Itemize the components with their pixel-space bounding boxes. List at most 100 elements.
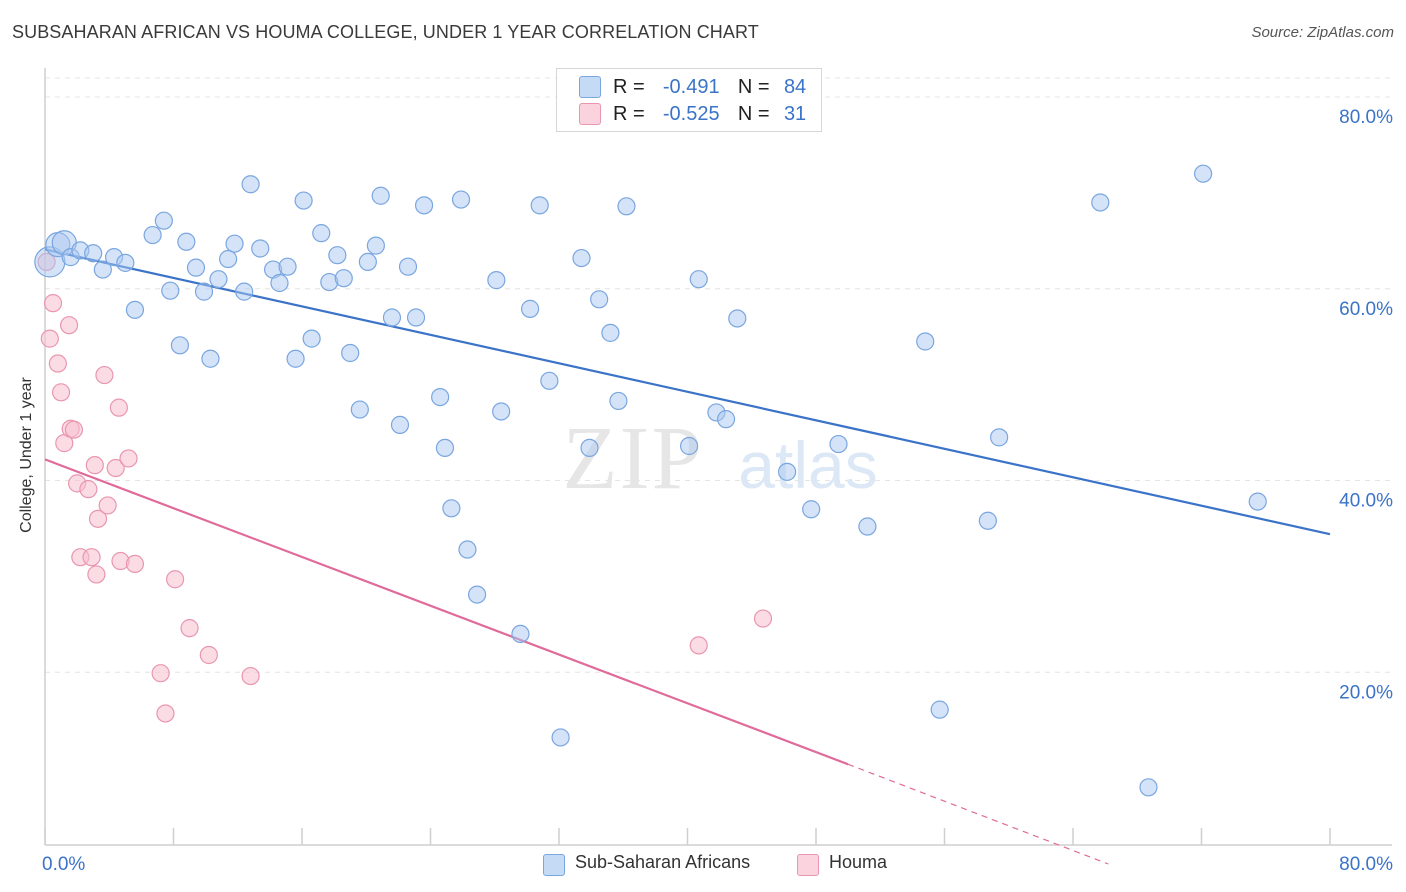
houma-point xyxy=(180,619,199,638)
subsaharan-point xyxy=(458,540,477,559)
subsaharan-point xyxy=(341,343,360,363)
houma-point xyxy=(87,565,106,584)
subsaharan-point xyxy=(829,434,848,454)
subsaharan-point xyxy=(487,271,506,290)
subsaharan-point xyxy=(617,197,636,216)
subsaharan-point xyxy=(294,191,313,210)
legend-r-value-pink: -0.525 xyxy=(662,102,720,125)
houma-point xyxy=(59,316,79,335)
subsaharan-point xyxy=(286,349,305,368)
subsaharan-point xyxy=(371,186,390,205)
subsaharan-point xyxy=(728,309,747,328)
subsaharan-point xyxy=(366,236,385,255)
legend-n-value-blue: 84 xyxy=(783,75,807,98)
subsaharan-point xyxy=(916,332,935,351)
houma-point xyxy=(119,449,138,468)
subsaharan-point xyxy=(241,175,260,194)
houma-point xyxy=(48,354,67,373)
subsaharan-point xyxy=(328,246,347,265)
houma-point xyxy=(753,609,773,628)
subsaharan-point xyxy=(467,585,487,604)
subsaharan-point xyxy=(680,436,699,456)
houma-point xyxy=(125,554,145,574)
houma-point xyxy=(106,458,125,478)
tick-labels: 20.0% 40.0% 60.0% 80.0% 0.0% 80.0% xyxy=(42,107,1393,875)
watermark: ZIP atlas xyxy=(563,409,878,508)
subsaharan-point xyxy=(116,253,135,272)
trend-line-subsaharan xyxy=(44,248,1331,536)
subsaharan-point xyxy=(186,258,206,277)
houma-point xyxy=(109,398,128,417)
subsaharan-point xyxy=(209,270,228,289)
subsaharan-point xyxy=(270,273,289,293)
subsaharan-point xyxy=(530,196,549,215)
subsaharan-point xyxy=(125,300,145,319)
subsaharan-point xyxy=(334,269,353,288)
subsaharan-point xyxy=(161,281,180,300)
legend-swatch-blue xyxy=(579,76,601,98)
houma-points xyxy=(37,252,773,723)
subsaharan-point xyxy=(350,400,369,419)
trend-line-houma xyxy=(44,458,849,766)
subsaharan-point xyxy=(689,270,708,289)
subsaharan-point xyxy=(451,190,471,209)
watermark-zip: ZIP xyxy=(563,409,704,508)
legend-n-label: N = xyxy=(737,102,770,125)
watermark-atlas: atlas xyxy=(738,428,877,502)
subsaharan-point xyxy=(442,499,461,518)
x-tick-label-min: 0.0% xyxy=(42,854,85,875)
subsaharan-point xyxy=(235,282,254,301)
houma-point xyxy=(40,329,59,348)
subsaharan-point xyxy=(382,308,402,327)
subsaharan-point xyxy=(1194,164,1213,183)
subsaharan-point xyxy=(580,438,599,458)
legend-r-value-blue: -0.491 xyxy=(662,75,720,98)
subsaharan-point xyxy=(802,500,821,519)
subsaharan-point xyxy=(492,402,511,421)
subsaharan-point xyxy=(302,329,321,348)
bottom-legend-label-subsaharan: Sub-Saharan Africans xyxy=(575,852,751,872)
legend-n-label: N = xyxy=(737,75,770,98)
subsaharan-point xyxy=(1139,778,1158,797)
subsaharan-point xyxy=(154,211,173,230)
subsaharan-point xyxy=(431,387,450,407)
houma-point xyxy=(98,496,117,515)
houma-point xyxy=(51,383,71,402)
x-tick-label-max: 80.0% xyxy=(1339,854,1393,875)
houma-point xyxy=(88,509,108,528)
subsaharan-point xyxy=(398,257,418,276)
subsaharan-point xyxy=(93,260,112,279)
chart-title: SUBSAHARAN AFRICAN VS HOUMA COLLEGE, UND… xyxy=(12,22,759,42)
gridlines xyxy=(45,77,1392,673)
houma-point xyxy=(151,664,170,683)
bottom-legend-swatch-blue xyxy=(543,854,565,876)
subsaharan-point xyxy=(777,462,797,481)
legend-r-label: R = xyxy=(613,75,645,98)
houma-point xyxy=(156,704,175,723)
subsaharan-point xyxy=(551,728,570,747)
subsaharan-point xyxy=(177,232,196,251)
legend-r-label: R = xyxy=(613,102,645,125)
y-tick-label: 40.0% xyxy=(1339,491,1393,512)
subsaharan-point xyxy=(590,290,609,309)
subsaharan-point xyxy=(858,517,877,536)
subsaharan-point xyxy=(143,225,162,245)
houma-point xyxy=(64,420,84,439)
subsaharan-point xyxy=(609,391,628,411)
houma-point xyxy=(85,456,104,475)
subsaharan-point xyxy=(194,282,214,301)
subsaharan-point xyxy=(84,244,103,263)
houma-point xyxy=(95,365,114,385)
houma-point xyxy=(43,294,63,313)
subsaharan-point xyxy=(540,371,559,390)
subsaharan-point xyxy=(312,224,331,243)
subsaharan-point xyxy=(978,511,997,530)
subsaharan-points xyxy=(34,90,1267,797)
legend-swatch-pink xyxy=(579,103,601,125)
subsaharan-point xyxy=(572,248,591,268)
subsaharan-point xyxy=(435,438,455,458)
subsaharan-point xyxy=(930,700,949,719)
trend-line-houma-extension xyxy=(847,763,1109,865)
houma-point xyxy=(79,480,98,499)
subsaharan-point xyxy=(1248,492,1267,511)
